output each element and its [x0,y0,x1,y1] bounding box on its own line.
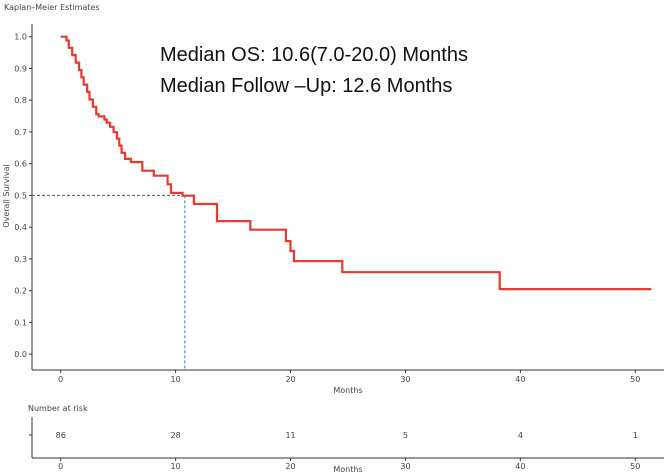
risk-table-title: Number at risk [28,404,88,413]
annotation-median-os: Median OS: 10.6(7.0-20.0) Months [160,44,468,66]
x-tick-label: 30 [400,375,410,384]
y-tick-label: 0.0 [14,350,27,359]
survival-curve [60,35,652,291]
x-tick-label: 20 [285,375,295,384]
risk-count: 5 [403,431,408,440]
y-tick-label: 0.6 [14,160,27,169]
risk-x-tick-label: 10 [171,462,181,471]
risk-x-tick-label: 0 [58,462,63,471]
y-tick-label: 0.2 [14,287,27,296]
risk-x-tick-label: 50 [630,462,640,471]
annotation-median-followup: Median Follow –Up: 12.6 Months [160,75,452,97]
y-axis-label: Overall Survival [2,164,11,227]
chart-title: Kaplan–Meier Estimates [4,3,100,12]
risk-x-axis-label: Months [333,465,362,474]
x-tick-label: 0 [58,375,63,384]
y-tick-label: 0.8 [14,96,27,105]
y-tick-label: 0.3 [14,255,27,264]
x-tick-label: 50 [630,375,640,384]
risk-count: 4 [518,431,523,440]
risk-x-tick-label: 30 [400,462,410,471]
risk-count: 28 [171,431,181,440]
y-tick-label: 0.9 [14,64,27,73]
risk-x-tick-label: 20 [285,462,295,471]
x-axis-label: Months [333,386,362,395]
y-tick-label: 0.1 [14,318,27,327]
y-tick-label: 1.0 [14,33,27,42]
y-tick-label: 0.5 [14,191,27,200]
y-tick-label: 0.7 [14,128,27,137]
x-tick-label: 40 [515,375,525,384]
risk-count: 86 [56,431,66,440]
risk-count: 1 [633,431,638,440]
risk-x-tick-label: 40 [515,462,525,471]
risk-count: 11 [285,431,295,440]
y-tick-label: 0.4 [14,223,27,232]
x-tick-label: 10 [171,375,181,384]
